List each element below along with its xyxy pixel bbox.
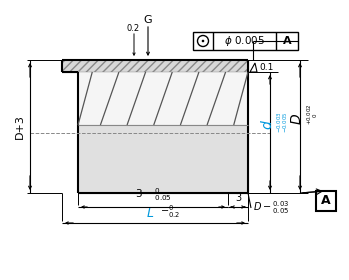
Circle shape bbox=[202, 40, 204, 42]
Text: $L$: $L$ bbox=[146, 207, 154, 220]
Text: $^{-0.003}_{-0.005}$: $^{-0.003}_{-0.005}$ bbox=[275, 112, 290, 133]
Text: 3: 3 bbox=[235, 193, 241, 203]
Text: 0.1: 0.1 bbox=[259, 62, 273, 71]
Text: $d$: $d$ bbox=[260, 119, 275, 130]
Polygon shape bbox=[78, 125, 248, 193]
Bar bbox=[193, 32, 298, 50]
Polygon shape bbox=[78, 72, 248, 125]
Text: 0.2: 0.2 bbox=[127, 24, 140, 32]
Text: A: A bbox=[321, 195, 331, 207]
Text: $\phi$ 0.005: $\phi$ 0.005 bbox=[224, 34, 265, 48]
Bar bbox=[316, 191, 336, 211]
Polygon shape bbox=[62, 60, 248, 72]
Polygon shape bbox=[62, 60, 248, 72]
Text: D+3: D+3 bbox=[15, 114, 25, 139]
Text: $^{+0.002}_{\ \ \ \ 0}$: $^{+0.002}_{\ \ \ \ 0}$ bbox=[305, 104, 320, 125]
Text: A: A bbox=[283, 36, 291, 46]
Text: $D$: $D$ bbox=[290, 113, 304, 125]
Text: $3-^0_{0.05}$: $3-^0_{0.05}$ bbox=[134, 186, 171, 203]
Text: $D-^{0.03}_{0.05}$: $D-^{0.03}_{0.05}$ bbox=[253, 200, 289, 216]
Text: $-^0_{0.2}$: $-^0_{0.2}$ bbox=[160, 203, 180, 220]
Text: G: G bbox=[144, 15, 152, 25]
